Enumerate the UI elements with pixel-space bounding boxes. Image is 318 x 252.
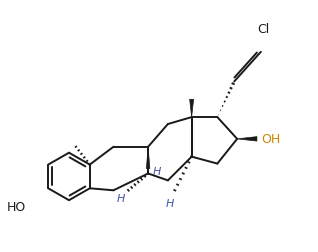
Text: OH: OH	[261, 133, 280, 146]
Polygon shape	[146, 147, 150, 169]
Text: H: H	[116, 194, 125, 203]
Text: Cl: Cl	[257, 22, 269, 36]
Polygon shape	[190, 100, 194, 118]
Text: HO: HO	[7, 200, 26, 213]
Text: H: H	[166, 198, 174, 208]
Polygon shape	[237, 137, 257, 142]
Text: H: H	[153, 166, 162, 176]
